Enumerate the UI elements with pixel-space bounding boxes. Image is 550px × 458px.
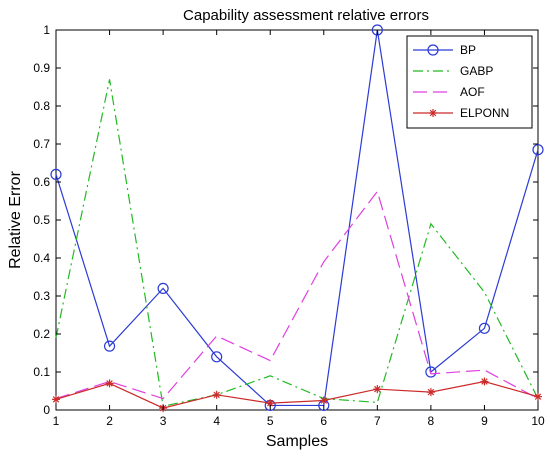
x-tick-label: 8 [428, 414, 435, 428]
y-tick-label: 0.1 [33, 365, 50, 379]
series-layer [50, 24, 544, 413]
x-tick-label: 3 [160, 414, 167, 428]
x-axis-label: Samples [266, 433, 328, 450]
series-line-bp [55, 29, 539, 407]
y-axis-label: Relative Error [7, 170, 24, 268]
data-point-bp [478, 322, 491, 334]
y-tick-label: 0.3 [33, 289, 50, 303]
legend-marker-elponn [429, 109, 437, 117]
x-tick-label: 10 [531, 414, 545, 428]
y-tick-label: 0.9 [33, 61, 50, 75]
y-tick-label: 0.5 [33, 213, 50, 227]
series-line-aof [55, 190, 539, 400]
x-tick-label: 2 [106, 414, 113, 428]
data-point-elponn [212, 390, 221, 399]
legend-label-elponn: ELPONN [460, 106, 509, 120]
y-tick-label: 0 [43, 403, 50, 417]
x-tick-label: 9 [481, 414, 488, 428]
data-point-bp [157, 282, 169, 294]
x-tick-label: 1 [53, 414, 60, 428]
legend-label-bp: BP [460, 43, 476, 57]
data-point-bp [211, 351, 223, 363]
x-tick-label: 7 [374, 414, 381, 428]
x-tick-label: 6 [320, 414, 327, 428]
data-point-bp [50, 168, 62, 180]
y-tick-label: 0.6 [33, 175, 50, 189]
x-tick-label: 4 [213, 414, 220, 428]
series-line-gabp [55, 79, 539, 407]
chart-title: Capability assessment relative errors [183, 7, 429, 24]
legend-label-gabp: GABP [460, 64, 493, 78]
data-point-bp [532, 144, 544, 156]
y-tick-label: 0.2 [33, 327, 50, 341]
data-point-bp [425, 366, 437, 378]
data-point-elponn [480, 377, 489, 386]
data-point-elponn [426, 388, 435, 397]
data-point-elponn [52, 395, 60, 404]
series-line-elponn [55, 380, 539, 409]
y-tick-label: 0.7 [33, 137, 50, 151]
legend-label-aof: AOF [460, 85, 485, 99]
x-tick-label: 5 [267, 414, 274, 428]
y-tick-label: 0.8 [33, 99, 50, 113]
data-point-elponn [319, 396, 328, 405]
data-point-elponn [373, 385, 382, 394]
y-tick-label: 0.4 [33, 251, 50, 265]
ticks-layer: 1 2 3 4 5 6 7 8 9 10 0 0.1 0.2 0.3 0.4 0.5 0.6 0.7 0.8 0.9 1 [33, 23, 545, 428]
legend: BP GABP AOF ELPONN [406, 35, 533, 129]
data-point-elponn [534, 392, 542, 401]
legend-items: BP GABP AOF ELPONN [413, 43, 509, 120]
legend-marker-bp [427, 44, 439, 56]
data-point-bp [103, 340, 116, 352]
data-point-elponn [105, 379, 114, 388]
y-tick-label: 1 [43, 23, 50, 37]
